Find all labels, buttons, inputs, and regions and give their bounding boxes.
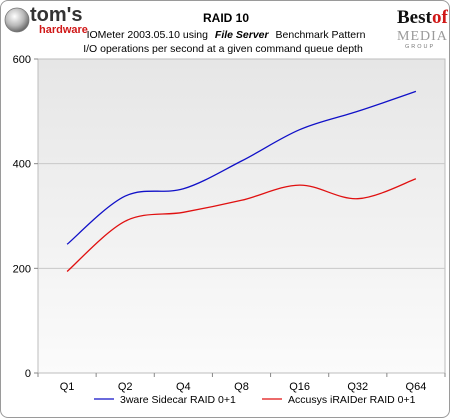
subtitle-suffix: Benchmark Pattern: [276, 29, 366, 41]
x-tick-label: Q8: [234, 381, 249, 393]
y-tick-label: 400: [13, 159, 31, 171]
y-tick-label: 600: [13, 54, 31, 66]
x-tick-label: Q4: [176, 381, 191, 393]
subtitle-emphasis: File Server: [215, 29, 270, 41]
toms-hardware-logo: tom's hardware: [4, 4, 88, 36]
gridlines: [38, 163, 445, 269]
chart-title: RAID 10: [203, 11, 249, 25]
legend-label-1: 3ware Sidecar RAID 0+1: [120, 394, 236, 406]
x-tick-label: Q64: [406, 381, 427, 393]
logo-media-text: MEDIA: [397, 29, 448, 44]
logo-best-text: Best: [397, 7, 433, 28]
x-tick-label: Q2: [118, 381, 133, 393]
chart-subtitle: IOMeter 2003.05.10 using File Server Ben…: [87, 29, 366, 41]
x-tick-label: Q32: [347, 381, 368, 393]
logo-ball-icon: [4, 7, 30, 33]
plot-area: [37, 58, 446, 374]
logo-toms-text: tom's: [30, 4, 83, 26]
logo-hardware-text: hardware: [39, 24, 88, 36]
logo-group-text: GROUP: [405, 44, 435, 50]
logo-of-text: of: [432, 7, 449, 28]
subtitle-prefix: IOMeter 2003.05.10 using: [87, 29, 209, 41]
y-axis: 0 200 400 600: [13, 54, 38, 380]
x-tick-label: Q1: [60, 381, 75, 393]
series-line-1: [66, 90, 417, 245]
y-tick-label: 0: [25, 368, 31, 380]
y-tick-label: 200: [13, 263, 31, 275]
bestofmedia-logo: Best of MEDIA GROUP: [397, 7, 449, 50]
legend: 3ware Sidecar RAID 0+1 Accusys iRAIDer RA…: [94, 394, 416, 406]
series-line-2: [66, 178, 417, 272]
series-lines: [66, 90, 417, 272]
legend-label-2: Accusys iRAIDer RAID 0+1: [288, 394, 416, 406]
x-axis: Q1 Q2 Q4 Q8 Q16 Q32 Q64: [37, 373, 446, 393]
chart-subtitle-line2: I/O operations per second at a given com…: [83, 43, 363, 55]
x-tick-label: Q16: [289, 381, 310, 393]
